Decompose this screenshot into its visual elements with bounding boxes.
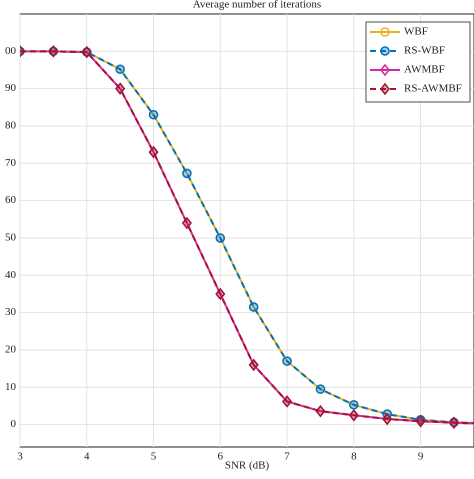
marker (148, 145, 159, 159)
y-tick-label: 40 (5, 269, 17, 281)
legend-marker (380, 46, 390, 56)
legend-label: WBF (404, 26, 428, 38)
x-tick-label: 8 (351, 451, 357, 463)
marker (248, 358, 259, 372)
series-line (20, 50, 474, 425)
marker (81, 45, 92, 59)
chart-title: Average number of iterations (193, 0, 321, 11)
marker (215, 233, 226, 243)
marker (349, 400, 359, 410)
x-tick-label: 6 (218, 451, 224, 463)
legend-label: RS-AWMBF (404, 83, 462, 95)
marker (215, 287, 226, 301)
marker (282, 395, 293, 408)
marker (148, 110, 159, 120)
marker (115, 64, 125, 74)
x-tick-label: 7 (284, 451, 290, 463)
y-tick-label: 10 (5, 381, 17, 393)
series-line (20, 50, 474, 425)
x-tick-label: 9 (418, 451, 424, 463)
y-tick-label: 30 (5, 306, 17, 318)
y-tick-label: 60 (5, 194, 17, 206)
plot-content (20, 45, 474, 429)
marker (348, 409, 359, 422)
marker (382, 412, 393, 426)
marker (115, 82, 126, 95)
legend-label: RS-WBF (404, 45, 445, 57)
marker (415, 415, 426, 428)
marker (282, 356, 292, 366)
x-tick-label: 4 (84, 451, 90, 463)
marker (315, 384, 326, 394)
y-tick-label: 0 (11, 418, 17, 430)
y-tick-label: 50 (5, 231, 17, 243)
y-tick-label: 00 (5, 45, 17, 57)
legend-marker (380, 63, 390, 77)
y-tick-label: 70 (5, 157, 17, 169)
x-axis-label: SNR (dB) (225, 460, 270, 472)
marker (248, 302, 259, 312)
y-tick-label: 80 (5, 120, 17, 132)
legend-label: AWMBF (404, 64, 445, 76)
marker (315, 404, 326, 418)
marker (449, 416, 459, 429)
legend-marker (380, 82, 390, 96)
marker (181, 216, 192, 230)
legend-marker (380, 27, 390, 37)
y-tick-label: 20 (5, 343, 17, 355)
marker (182, 168, 192, 179)
x-tick-label: 5 (151, 451, 157, 463)
marker (20, 45, 25, 58)
x-tick-label: 3 (17, 451, 23, 463)
y-tick-label: 90 (5, 82, 17, 94)
marker (48, 45, 59, 58)
